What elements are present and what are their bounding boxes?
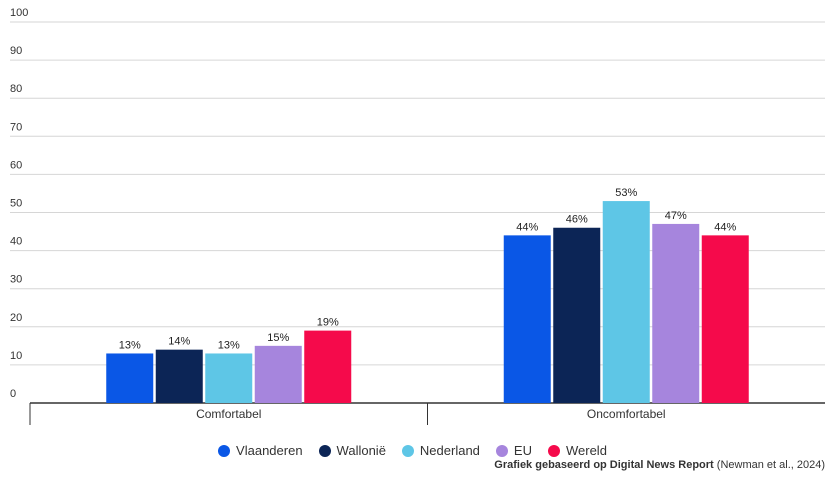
bar <box>304 330 352 403</box>
bar-chart: 0 10 20 30 40 50 60 70 80 90 100 13% 14% 13% 15% 19% Com… <box>10 7 825 425</box>
y-tick-label: 10 <box>10 350 22 362</box>
legend-swatch <box>218 444 231 457</box>
data-label: 44% <box>714 221 736 233</box>
y-tick-label: 100 <box>10 7 28 19</box>
bar <box>205 353 253 403</box>
y-tick-label: 30 <box>10 274 22 286</box>
legend-swatch <box>547 444 560 457</box>
bar <box>155 349 203 403</box>
data-label: 19% <box>317 317 339 329</box>
bar <box>106 353 154 403</box>
y-tick-label: 0 <box>10 388 16 400</box>
y-tick-label: 50 <box>10 198 22 210</box>
legend-item: Vlaanderen <box>218 443 303 458</box>
legend-swatch <box>495 444 508 457</box>
bar <box>602 201 650 403</box>
source-citation: (Newman et al., 2024) <box>713 459 825 471</box>
bar <box>701 235 749 403</box>
legend-label: Nederland <box>419 443 480 458</box>
legend-swatch <box>318 444 331 457</box>
y-tick-label: 40 <box>10 236 22 248</box>
y-tick-label: 60 <box>10 159 22 171</box>
data-label: 47% <box>665 210 687 222</box>
x-category-label: Comfortabel <box>196 407 261 421</box>
data-label: 46% <box>566 214 588 226</box>
legend-label: Wallonië <box>336 443 386 458</box>
source-note: Grafiek gebaseerd op Digital News Report… <box>494 459 825 471</box>
data-label: 44% <box>516 221 538 233</box>
x-category-label: Oncomfortabel <box>587 407 666 421</box>
bar <box>254 345 302 403</box>
data-label: 13% <box>218 339 240 351</box>
y-tick-label: 80 <box>10 83 22 95</box>
legend-item: Nederland <box>401 443 480 458</box>
legend-label: EU <box>513 443 532 458</box>
data-label: 14% <box>168 336 190 348</box>
bar <box>503 235 551 403</box>
source-title: Grafiek gebaseerd op Digital News Report <box>494 459 714 471</box>
legend-item: Wallonië <box>318 443 386 458</box>
y-tick-label: 70 <box>10 121 22 133</box>
bar <box>553 227 601 403</box>
legend-label: Wereld <box>565 443 607 458</box>
data-label: 53% <box>615 187 637 199</box>
legend-item: Wereld <box>547 443 607 458</box>
legend: Vlaanderen Wallonië Nederland EU Wereld <box>0 443 825 458</box>
data-label: 13% <box>119 339 141 351</box>
legend-swatch <box>401 444 414 457</box>
legend-item: EU <box>495 443 532 458</box>
y-tick-label: 90 <box>10 45 22 57</box>
y-tick-label: 20 <box>10 312 22 324</box>
data-label: 15% <box>267 332 289 344</box>
legend-label: Vlaanderen <box>236 443 303 458</box>
bar <box>652 223 700 403</box>
